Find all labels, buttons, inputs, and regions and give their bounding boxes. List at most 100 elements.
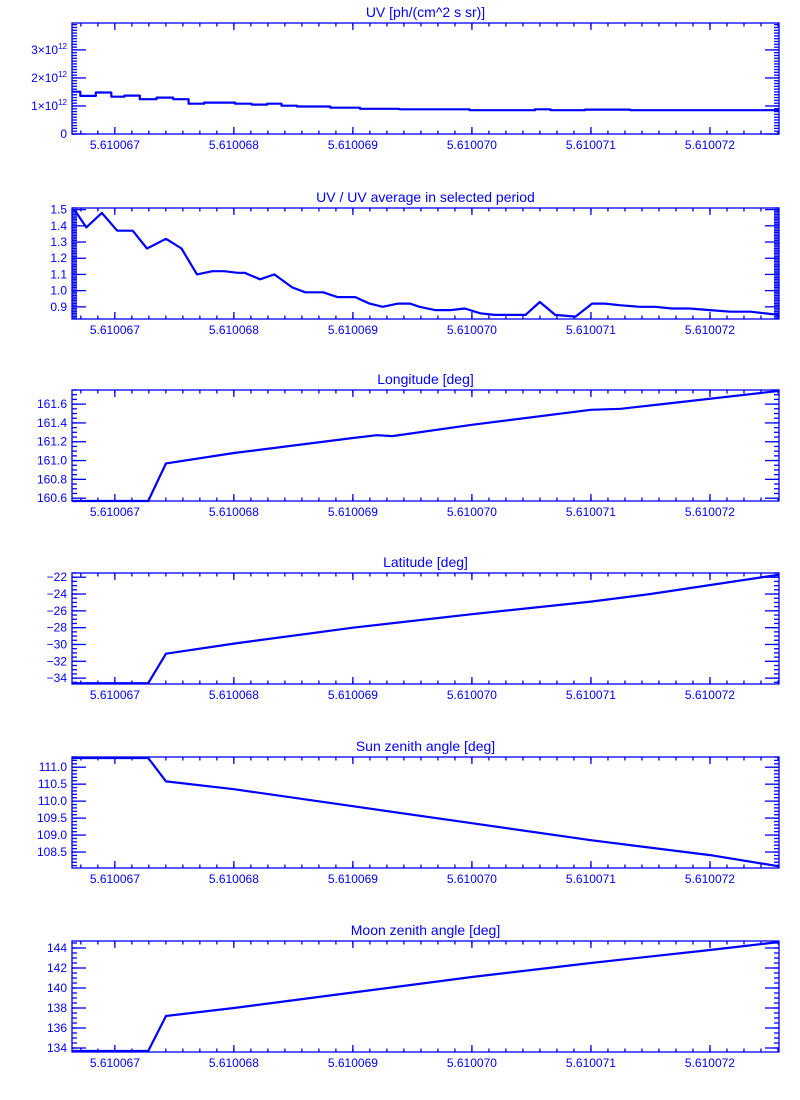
- y-tick-label: −34: [47, 671, 68, 685]
- x-tick-label: 5.610072: [685, 138, 735, 152]
- y-tick-base: 1.5: [50, 203, 67, 217]
- x-tick-label: 5.610071: [566, 688, 616, 702]
- y-tick-label: 111.0: [39, 760, 68, 774]
- y-tick-base: 1.4: [50, 219, 67, 233]
- y-tick-base: 111.0: [39, 760, 68, 774]
- y-tick-base: −22: [47, 570, 68, 584]
- x-tick-label: 5.610069: [328, 323, 378, 337]
- y-tick-base: 110.5: [38, 777, 67, 791]
- y-tick-base: −26: [47, 604, 68, 618]
- panel-title: UV / UV average in selected period: [316, 189, 535, 205]
- x-tick-label: 5.610070: [447, 505, 497, 519]
- x-tick-label: 5.610070: [447, 323, 497, 337]
- y-tick-base: 160.8: [37, 472, 67, 486]
- y-tick-exponent: 12: [58, 70, 67, 79]
- y-tick-label: 160.8: [37, 472, 67, 486]
- x-tick-label: 5.610068: [209, 688, 259, 702]
- x-tick-label: 5.610070: [447, 688, 497, 702]
- y-tick-label: 161.0: [37, 454, 67, 468]
- y-tick-exponent: 12: [58, 98, 67, 107]
- panel-sun-zenith: Sun zenith angle [deg] 5.610067 5.610068 5.…: [37, 738, 780, 886]
- plot-frame: [71, 207, 780, 320]
- y-tick-label: 1.3: [50, 235, 67, 249]
- y-tick-base: 108.5: [37, 845, 67, 859]
- y-tick-label: 136: [47, 1021, 67, 1035]
- x-tick-label: 5.610070: [447, 138, 497, 152]
- y-tick-label: 1.4: [50, 219, 67, 233]
- x-tick-label: 5.610072: [685, 688, 735, 702]
- x-tick-label: 5.610069: [328, 138, 378, 152]
- y-tick-label: −28: [47, 621, 68, 635]
- panel-longitude: Longitude [deg] 5.610067 5.610068 5.610069 5…: [37, 371, 780, 519]
- y-tick-base: 1.1: [50, 267, 67, 281]
- y-tick-label: −30: [47, 637, 68, 651]
- y-tick-base: 161.2: [37, 435, 67, 449]
- x-tick-label: 5.610069: [328, 688, 378, 702]
- x-tick-label: 5.610072: [685, 323, 735, 337]
- y-tick-label: −32: [47, 654, 68, 668]
- y-tick-label: 138: [47, 1001, 67, 1015]
- plot-frame: [71, 572, 780, 685]
- y-tick-base: 161.0: [37, 454, 67, 468]
- y-tick-base: −34: [47, 671, 68, 685]
- series-line-uv-ratio: [73, 208, 780, 318]
- x-tick-label: 5.610071: [566, 1056, 616, 1070]
- x-tick-label: 5.610068: [209, 138, 259, 152]
- x-tick-label: 5.610071: [566, 505, 616, 519]
- y-tick-label: 110.5: [38, 777, 67, 791]
- y-tick-base: 142: [47, 961, 67, 975]
- y-tick-base: 0.9: [50, 300, 67, 314]
- x-tick-label: 5.610069: [328, 1056, 378, 1070]
- panel-title: Latitude [deg]: [383, 554, 468, 570]
- plot-frame: [71, 940, 780, 1053]
- plot-frame: [71, 389, 780, 502]
- x-tick-label: 5.610071: [566, 323, 616, 337]
- y-tick-label: 1.1: [50, 267, 67, 281]
- y-tick-base: 0: [60, 127, 67, 141]
- y-tick-base: 136: [47, 1021, 67, 1035]
- y-tick-base: 109.0: [37, 828, 67, 842]
- x-tick-label: 5.610069: [328, 505, 378, 519]
- y-tick-label: 161.2: [37, 435, 67, 449]
- y-tick-label: 3×1012: [31, 42, 67, 57]
- y-tick-label: 140: [47, 981, 67, 995]
- panel-uv: UV [ph/(cm^2 s sr)] 5.610067 5.610068 5.610…: [31, 4, 780, 152]
- series-line-latitude: [72, 573, 780, 685]
- y-tick-base: 161.6: [37, 397, 67, 411]
- y-tick-label: −26: [47, 604, 68, 618]
- panel-uv-ratio: UV / UV average in selected period 5.6100…: [50, 189, 780, 337]
- y-tick-base: 138: [47, 1001, 67, 1015]
- y-tick-label: 134: [47, 1041, 67, 1055]
- y-tick-base: 1.3: [50, 235, 67, 249]
- y-tick-label: 2×1012: [31, 70, 67, 85]
- y-tick-label: 1.0: [50, 284, 67, 298]
- x-tick-label: 5.610071: [566, 872, 616, 886]
- y-tick-label: 0: [60, 127, 67, 141]
- y-tick-base: 1.0: [50, 284, 67, 298]
- y-tick-label: 1.5: [50, 203, 67, 217]
- y-tick-exponent: 12: [58, 42, 67, 51]
- y-tick-base: 161.4: [37, 416, 67, 430]
- panel-title: Sun zenith angle [deg]: [356, 738, 495, 754]
- y-tick-label: 0.9: [50, 300, 67, 314]
- y-tick-label: 144: [47, 941, 67, 955]
- x-tick-label: 5.610067: [90, 323, 140, 337]
- x-tick-label: 5.610069: [328, 872, 378, 886]
- series-line-moon-zenith: [72, 940, 780, 1053]
- y-tick-base: −30: [47, 637, 68, 651]
- y-tick-base: 2×10: [31, 71, 58, 85]
- plot-frame: [71, 22, 780, 135]
- y-tick-label: 109.0: [37, 828, 67, 842]
- y-tick-label: −24: [47, 587, 68, 601]
- series-line-uv: [72, 90, 779, 112]
- y-tick-label: 109.5: [37, 811, 67, 825]
- x-tick-label: 5.610068: [209, 323, 259, 337]
- y-tick-label: 1×1012: [31, 98, 67, 113]
- x-tick-label: 5.610072: [685, 505, 735, 519]
- panel-title: Longitude [deg]: [377, 371, 474, 387]
- x-tick-label: 5.610070: [447, 1056, 497, 1070]
- y-tick-label: 161.6: [37, 397, 67, 411]
- x-tick-label: 5.610070: [447, 872, 497, 886]
- plot-frame: [71, 756, 780, 869]
